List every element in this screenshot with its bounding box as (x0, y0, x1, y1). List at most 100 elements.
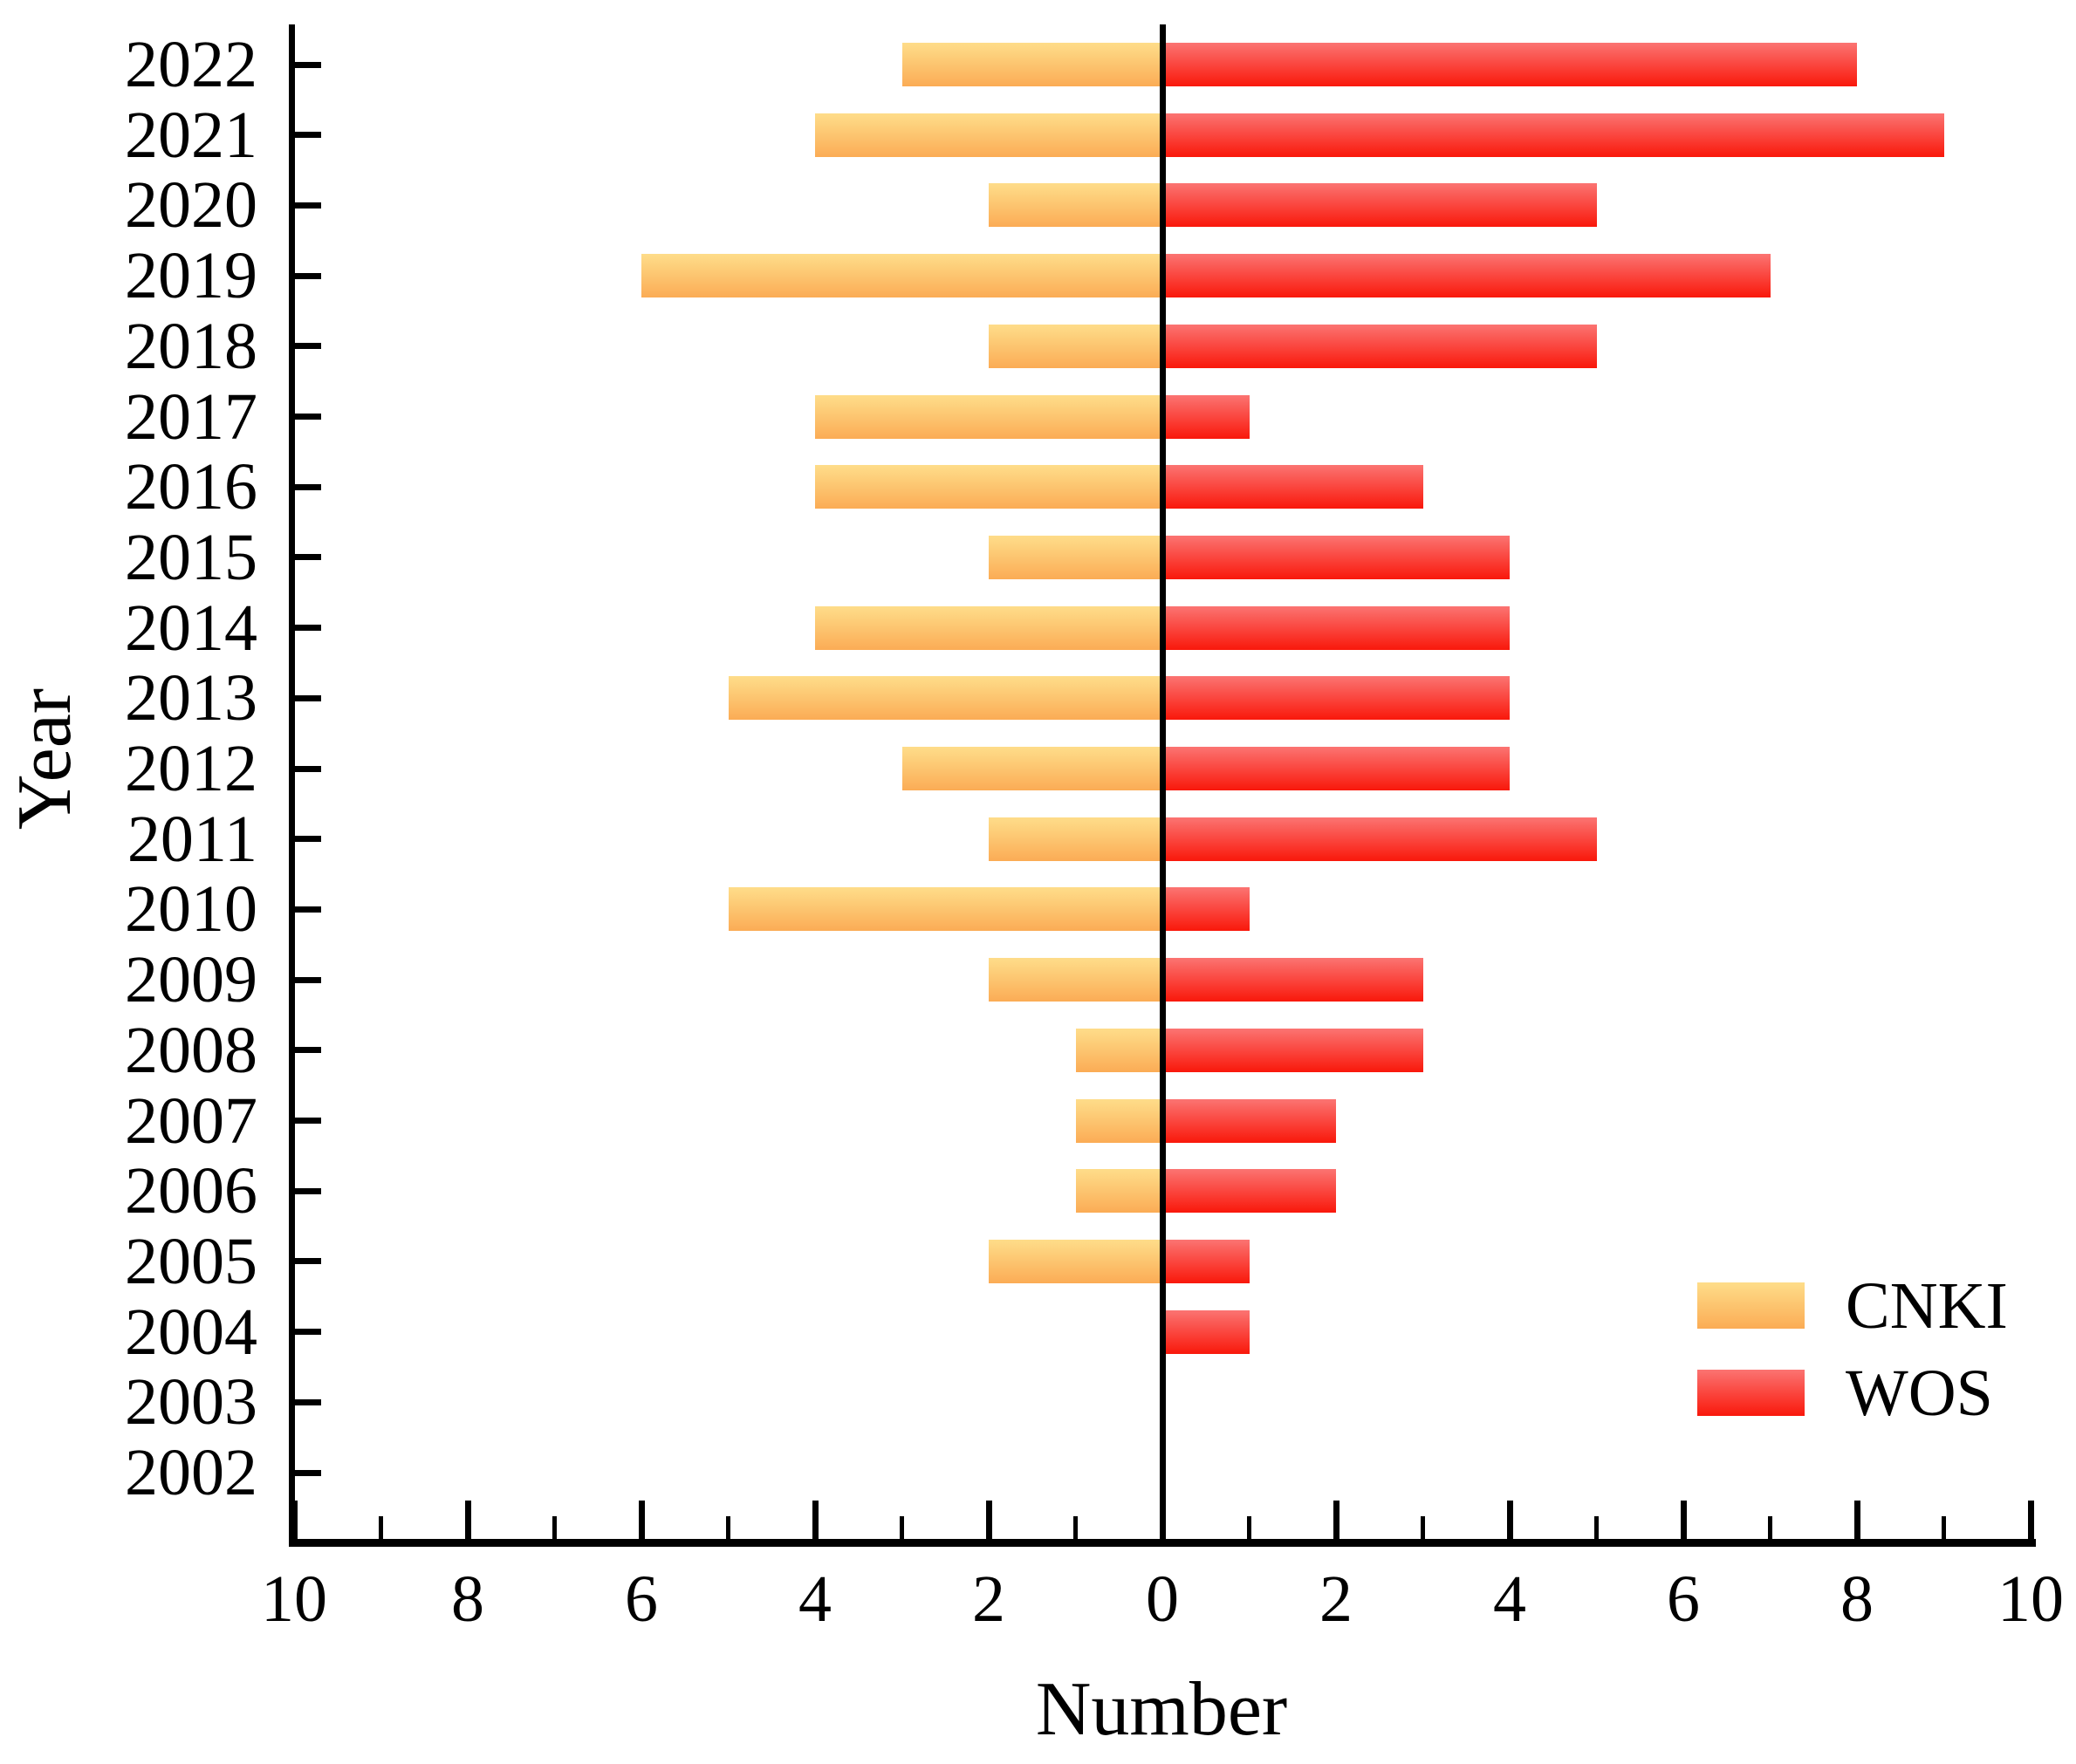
y-tick-label: 2013 (125, 661, 257, 735)
legend-label-wos: WOS (1846, 1357, 1993, 1430)
x-tick-label: 10 (261, 1562, 327, 1636)
x-major-tick (291, 1501, 298, 1539)
bar-wos-2005 (1162, 1239, 1250, 1283)
y-tick-label: 2004 (125, 1295, 257, 1369)
y-tick-label: 2017 (125, 379, 257, 454)
y-tick-label: 2003 (125, 1365, 257, 1439)
bar-wos-2011 (1162, 817, 1597, 861)
legend-label-cnki: CNKI (1846, 1269, 2008, 1343)
y-tick (295, 1398, 321, 1405)
x-axis-title: Number (1035, 1667, 1288, 1752)
x-major-tick (2027, 1501, 2034, 1539)
y-tick (295, 202, 321, 209)
y-tick-label: 2015 (125, 520, 257, 594)
bar-cnki-2007 (1075, 1098, 1162, 1143)
y-tick (295, 414, 321, 420)
y-tick (295, 61, 321, 68)
x-tick-label: 6 (1667, 1562, 1700, 1636)
legend-swatch-cnki (1697, 1282, 1805, 1329)
y-tick-label: 2008 (125, 1013, 257, 1087)
y-tick (295, 1047, 321, 1054)
x-minor-tick (1594, 1516, 1599, 1539)
x-minor-tick (726, 1516, 730, 1539)
bar-cnki-2018 (989, 324, 1162, 368)
bar-cnki-2005 (989, 1239, 1162, 1283)
x-minor-tick (1421, 1516, 1425, 1539)
x-minor-tick (1942, 1516, 1946, 1539)
y-axis-line (289, 24, 295, 1547)
bar-cnki-2019 (641, 254, 1162, 298)
x-minor-tick (379, 1516, 383, 1539)
x-tick-label: 8 (1840, 1562, 1874, 1636)
bar-wos-2009 (1162, 958, 1423, 1002)
y-tick (295, 272, 321, 279)
y-tick (295, 1329, 321, 1336)
y-tick-label: 2021 (125, 98, 257, 172)
bar-wos-2006 (1162, 1169, 1336, 1214)
y-tick (295, 625, 321, 632)
bar-cnki-2021 (815, 113, 1162, 157)
x-tick-label: 2 (1319, 1562, 1353, 1636)
x-major-tick (1680, 1501, 1687, 1539)
bar-wos-2019 (1162, 254, 1771, 298)
x-major-tick (1853, 1501, 1860, 1539)
y-tick (295, 906, 321, 913)
y-tick (295, 483, 321, 490)
bar-wos-2014 (1162, 605, 1510, 650)
bar-wos-2020 (1162, 183, 1597, 228)
y-tick-label: 2005 (125, 1224, 257, 1298)
bar-cnki-2011 (989, 817, 1162, 861)
bar-cnki-2014 (815, 605, 1162, 650)
bar-wos-2010 (1162, 887, 1250, 932)
x-major-tick (985, 1501, 992, 1539)
x-tick-label: 2 (972, 1562, 1005, 1636)
x-major-tick (464, 1501, 471, 1539)
bar-cnki-2020 (989, 183, 1162, 228)
y-tick-label: 2009 (125, 943, 257, 1017)
x-major-tick (1506, 1501, 1513, 1539)
x-tick-label: 0 (1146, 1562, 1179, 1636)
bar-cnki-2016 (815, 465, 1162, 509)
x-minor-tick (1768, 1516, 1772, 1539)
x-minor-tick (1073, 1516, 1078, 1539)
bar-cnki-2017 (815, 394, 1162, 439)
bar-wos-2012 (1162, 747, 1510, 790)
bar-wos-2017 (1162, 394, 1250, 439)
y-tick-label: 2014 (125, 591, 257, 665)
bar-wos-2008 (1162, 1028, 1423, 1072)
bar-wos-2021 (1162, 113, 1944, 157)
x-major-tick (812, 1501, 819, 1539)
y-tick-label: 2019 (125, 239, 257, 313)
bar-wos-2004 (1162, 1309, 1250, 1354)
x-minor-tick (552, 1516, 557, 1539)
x-tick-label: 4 (798, 1562, 832, 1636)
y-tick (295, 976, 321, 983)
x-minor-tick (1247, 1516, 1251, 1539)
y-tick (295, 1258, 321, 1265)
y-tick-label: 2006 (125, 1154, 257, 1228)
bar-wos-2018 (1162, 324, 1597, 368)
x-tick-label: 4 (1493, 1562, 1526, 1636)
y-tick-label: 2018 (125, 309, 257, 383)
bar-wos-2016 (1162, 465, 1423, 509)
x-tick-label: 8 (451, 1562, 484, 1636)
y-tick-label: 2020 (125, 168, 257, 243)
y-tick (295, 1118, 321, 1124)
bar-cnki-2008 (1075, 1028, 1162, 1072)
bar-cnki-2015 (989, 535, 1162, 579)
y-tick (295, 343, 321, 350)
bar-cnki-2010 (728, 887, 1162, 932)
y-tick (295, 132, 321, 139)
y-tick-label: 2012 (125, 732, 257, 805)
bar-wos-2013 (1162, 676, 1510, 721)
bar-cnki-2013 (728, 676, 1162, 721)
y-tick (295, 836, 321, 843)
zero-line (1159, 24, 1166, 1539)
x-axis-line (289, 1539, 2036, 1547)
y-tick-label: 2022 (125, 28, 257, 101)
y-tick-label: 2002 (125, 1436, 257, 1509)
y-tick (295, 1469, 321, 1476)
bar-wos-2007 (1162, 1098, 1336, 1143)
y-tick-label: 2016 (125, 450, 257, 524)
